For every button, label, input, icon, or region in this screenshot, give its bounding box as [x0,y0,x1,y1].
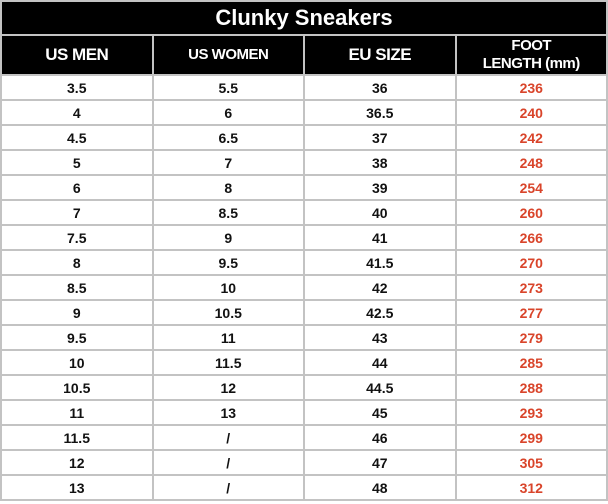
cell-us-men: 11 [0,399,154,426]
cell-us-men: 12 [0,449,154,476]
table-title: Clunky Sneakers [0,0,608,36]
header-foot-length-line2: LENGTH (mm) [482,55,581,72]
cell-eu-size: 38 [303,149,457,176]
header-foot-length-line1: FOOT [511,37,552,54]
cell-eu-size: 43 [303,324,457,351]
cell-us-men: 9.5 [0,324,154,351]
table-row: 9.5 11 43 279 [0,324,608,351]
cell-foot-length: 270 [454,249,608,276]
header-row: US MEN US WOMEN EU SIZE FOOT LENGTH (mm) [0,34,608,76]
cell-foot-length: 312 [454,474,608,501]
header-foot-length: FOOT LENGTH (mm) [454,34,608,76]
table-body: 3.5 5.5 36 236 4 6 36.5 240 4.5 6.5 37 242 5 7 38 248 6 8… [0,74,608,501]
cell-eu-size: 48 [303,474,457,501]
cell-us-women: 11 [151,324,305,351]
header-us-men: US MEN [0,34,154,76]
cell-eu-size: 46 [303,424,457,451]
cell-eu-size: 42.5 [303,299,457,326]
cell-us-women: 6 [151,99,305,126]
cell-foot-length: 266 [454,224,608,251]
table-row: 6 8 39 254 [0,174,608,201]
cell-eu-size: 42 [303,274,457,301]
cell-us-men: 3.5 [0,74,154,101]
header-us-women: US WOMEN [151,34,305,76]
cell-us-women: 10.5 [151,299,305,326]
table-row: 4.5 6.5 37 242 [0,124,608,151]
cell-us-men: 7.5 [0,224,154,251]
cell-us-men: 8 [0,249,154,276]
table-row: 3.5 5.5 36 236 [0,74,608,101]
table-row: 4 6 36.5 240 [0,99,608,126]
table-row: 10 11.5 44 285 [0,349,608,376]
cell-foot-length: 236 [454,74,608,101]
cell-eu-size: 39 [303,174,457,201]
cell-us-men: 10 [0,349,154,376]
table-row: 11.5/46 299 [0,424,608,451]
cell-us-women: 10 [151,274,305,301]
table-row: 5 7 38 248 [0,149,608,176]
table-row: 12/47 305 [0,449,608,476]
cell-eu-size: 37 [303,124,457,151]
cell-us-men: 9 [0,299,154,326]
cell-foot-length: 273 [454,274,608,301]
table-row: 8 9.5 41.5 270 [0,249,608,276]
cell-eu-size: 36.5 [303,99,457,126]
cell-foot-length: 240 [454,99,608,126]
cell-us-women: / [151,449,305,476]
cell-us-women: / [151,424,305,451]
table-row: 13/48 312 [0,474,608,501]
cell-us-men: 13 [0,474,154,501]
cell-us-women: 11.5 [151,349,305,376]
cell-eu-size: 47 [303,449,457,476]
cell-us-men: 8.5 [0,274,154,301]
cell-eu-size: 36 [303,74,457,101]
cell-us-men: 7 [0,199,154,226]
cell-us-women: 6.5 [151,124,305,151]
cell-eu-size: 44.5 [303,374,457,401]
table-row: 10.5 12 44.5 288 [0,374,608,401]
cell-us-men: 4.5 [0,124,154,151]
cell-foot-length: 242 [454,124,608,151]
cell-us-women: 5.5 [151,74,305,101]
cell-us-women: 9 [151,224,305,251]
cell-us-women: 8 [151,174,305,201]
table-row: 9 10.5 42.5 277 [0,299,608,326]
cell-foot-length: 305 [454,449,608,476]
cell-foot-length: 299 [454,424,608,451]
cell-us-women: 9.5 [151,249,305,276]
cell-eu-size: 41 [303,224,457,251]
cell-eu-size: 41.5 [303,249,457,276]
cell-us-men: 10.5 [0,374,154,401]
header-eu-size: EU SIZE [303,34,457,76]
table-row: 7 8.5 40 260 [0,199,608,226]
cell-foot-length: 260 [454,199,608,226]
cell-foot-length: 248 [454,149,608,176]
cell-us-men: 4 [0,99,154,126]
cell-eu-size: 44 [303,349,457,376]
cell-us-men: 5 [0,149,154,176]
cell-us-men: 11.5 [0,424,154,451]
cell-us-men: 6 [0,174,154,201]
cell-eu-size: 40 [303,199,457,226]
table-row: 11 13 45 293 [0,399,608,426]
cell-us-women: / [151,474,305,501]
cell-us-women: 13 [151,399,305,426]
cell-foot-length: 277 [454,299,608,326]
cell-us-women: 7 [151,149,305,176]
cell-us-women: 8.5 [151,199,305,226]
cell-eu-size: 45 [303,399,457,426]
cell-us-women: 12 [151,374,305,401]
cell-foot-length: 288 [454,374,608,401]
cell-foot-length: 285 [454,349,608,376]
cell-foot-length: 254 [454,174,608,201]
table-row: 8.5 10 42 273 [0,274,608,301]
cell-foot-length: 279 [454,324,608,351]
cell-foot-length: 293 [454,399,608,426]
table-row: 7.5 9 41 266 [0,224,608,251]
